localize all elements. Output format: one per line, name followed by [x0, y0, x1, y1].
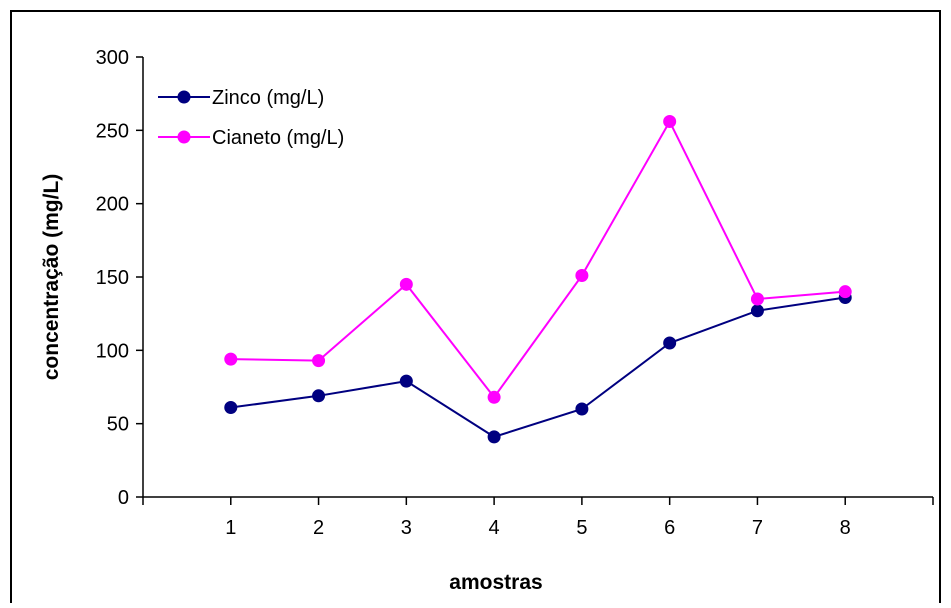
x-tick-label: 7: [752, 517, 763, 539]
data-point: [312, 354, 326, 368]
legend-marker: [177, 90, 191, 104]
x-tick-label: 4: [489, 517, 500, 539]
data-point: [575, 269, 589, 283]
legend-label: Cianeto (mg/L): [212, 127, 344, 149]
data-point: [750, 292, 764, 306]
y-tick-label: 200: [96, 194, 129, 216]
y-tick-label: 100: [96, 340, 129, 362]
series-layer: [224, 115, 852, 444]
y-tick-label: 250: [96, 120, 129, 142]
y-tick-label: 150: [96, 267, 129, 289]
y-tick-label: 300: [96, 47, 129, 69]
chart-frame: [10, 10, 941, 608]
x-tick-label: 6: [664, 517, 675, 539]
data-point: [750, 304, 764, 318]
legend-marker: [177, 130, 191, 144]
series-line-2: [230, 119, 846, 399]
x-tick-label: 1: [225, 517, 236, 539]
data-point: [312, 389, 326, 403]
axes: 0 50 100 150 200 250 300 1 2 3 4 5 6 7 8: [96, 47, 934, 539]
data-point: [399, 277, 413, 291]
data-point: [487, 430, 501, 444]
data-point: [663, 115, 677, 129]
data-point: [399, 374, 413, 388]
data-point: [663, 336, 677, 350]
x-axis-title: amostras: [449, 571, 542, 594]
x-tick-label: 8: [840, 517, 851, 539]
data-point: [224, 352, 238, 366]
x-tick-label: 2: [313, 517, 324, 539]
y-tick-label: 50: [107, 414, 129, 436]
data-point: [487, 390, 501, 404]
x-tick-label: 5: [576, 517, 587, 539]
data-point: [575, 402, 589, 416]
legend-label: Zinco (mg/L): [212, 87, 324, 109]
y-tick-label: 0: [118, 487, 129, 509]
y-axis-title: concentração (mg/L): [40, 174, 63, 381]
x-tick-label: 3: [401, 517, 412, 539]
series-line-1: [230, 296, 846, 438]
data-point: [224, 401, 238, 415]
data-point: [838, 285, 852, 299]
legend: Zinco (mg/L) Cianeto (mg/L): [158, 87, 344, 149]
